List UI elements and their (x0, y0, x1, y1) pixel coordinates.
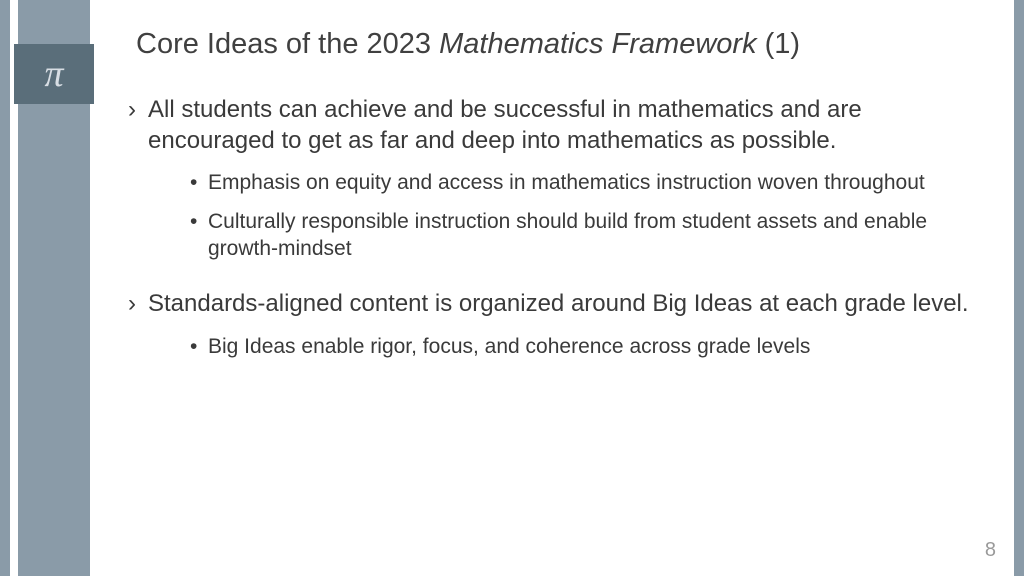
pi-icon-box: π (14, 44, 94, 104)
bullet-text: Standards-aligned content is organized a… (148, 290, 969, 317)
main-bullet-list: All students can achieve and be successf… (110, 95, 994, 361)
sub-bullet: Emphasis on equity and access in mathema… (190, 170, 994, 197)
title-prefix: Core Ideas of the 2023 (136, 28, 439, 60)
title-suffix: (1) (757, 28, 801, 60)
sub-bullet-list: Emphasis on equity and access in mathema… (148, 170, 994, 263)
page-number: 8 (985, 539, 996, 562)
bullet-text: All students can achieve and be successf… (148, 96, 862, 154)
sub-bullet: Culturally responsible instruction shoul… (190, 209, 994, 263)
slide-title: Core Ideas of the 2023 Mathematics Frame… (136, 28, 994, 61)
title-italic: Mathematics Framework (439, 28, 756, 60)
slide-content: Core Ideas of the 2023 Mathematics Frame… (110, 28, 994, 556)
slide-border-left (0, 0, 10, 576)
slide-border-right (1014, 0, 1024, 576)
sub-bullet-list: Big Ideas enable rigor, focus, and coher… (148, 334, 994, 361)
pi-icon: π (44, 52, 63, 96)
main-bullet: All students can achieve and be successf… (128, 95, 994, 263)
sub-bullet: Big Ideas enable rigor, focus, and coher… (190, 334, 994, 361)
main-bullet: Standards-aligned content is organized a… (128, 289, 994, 361)
